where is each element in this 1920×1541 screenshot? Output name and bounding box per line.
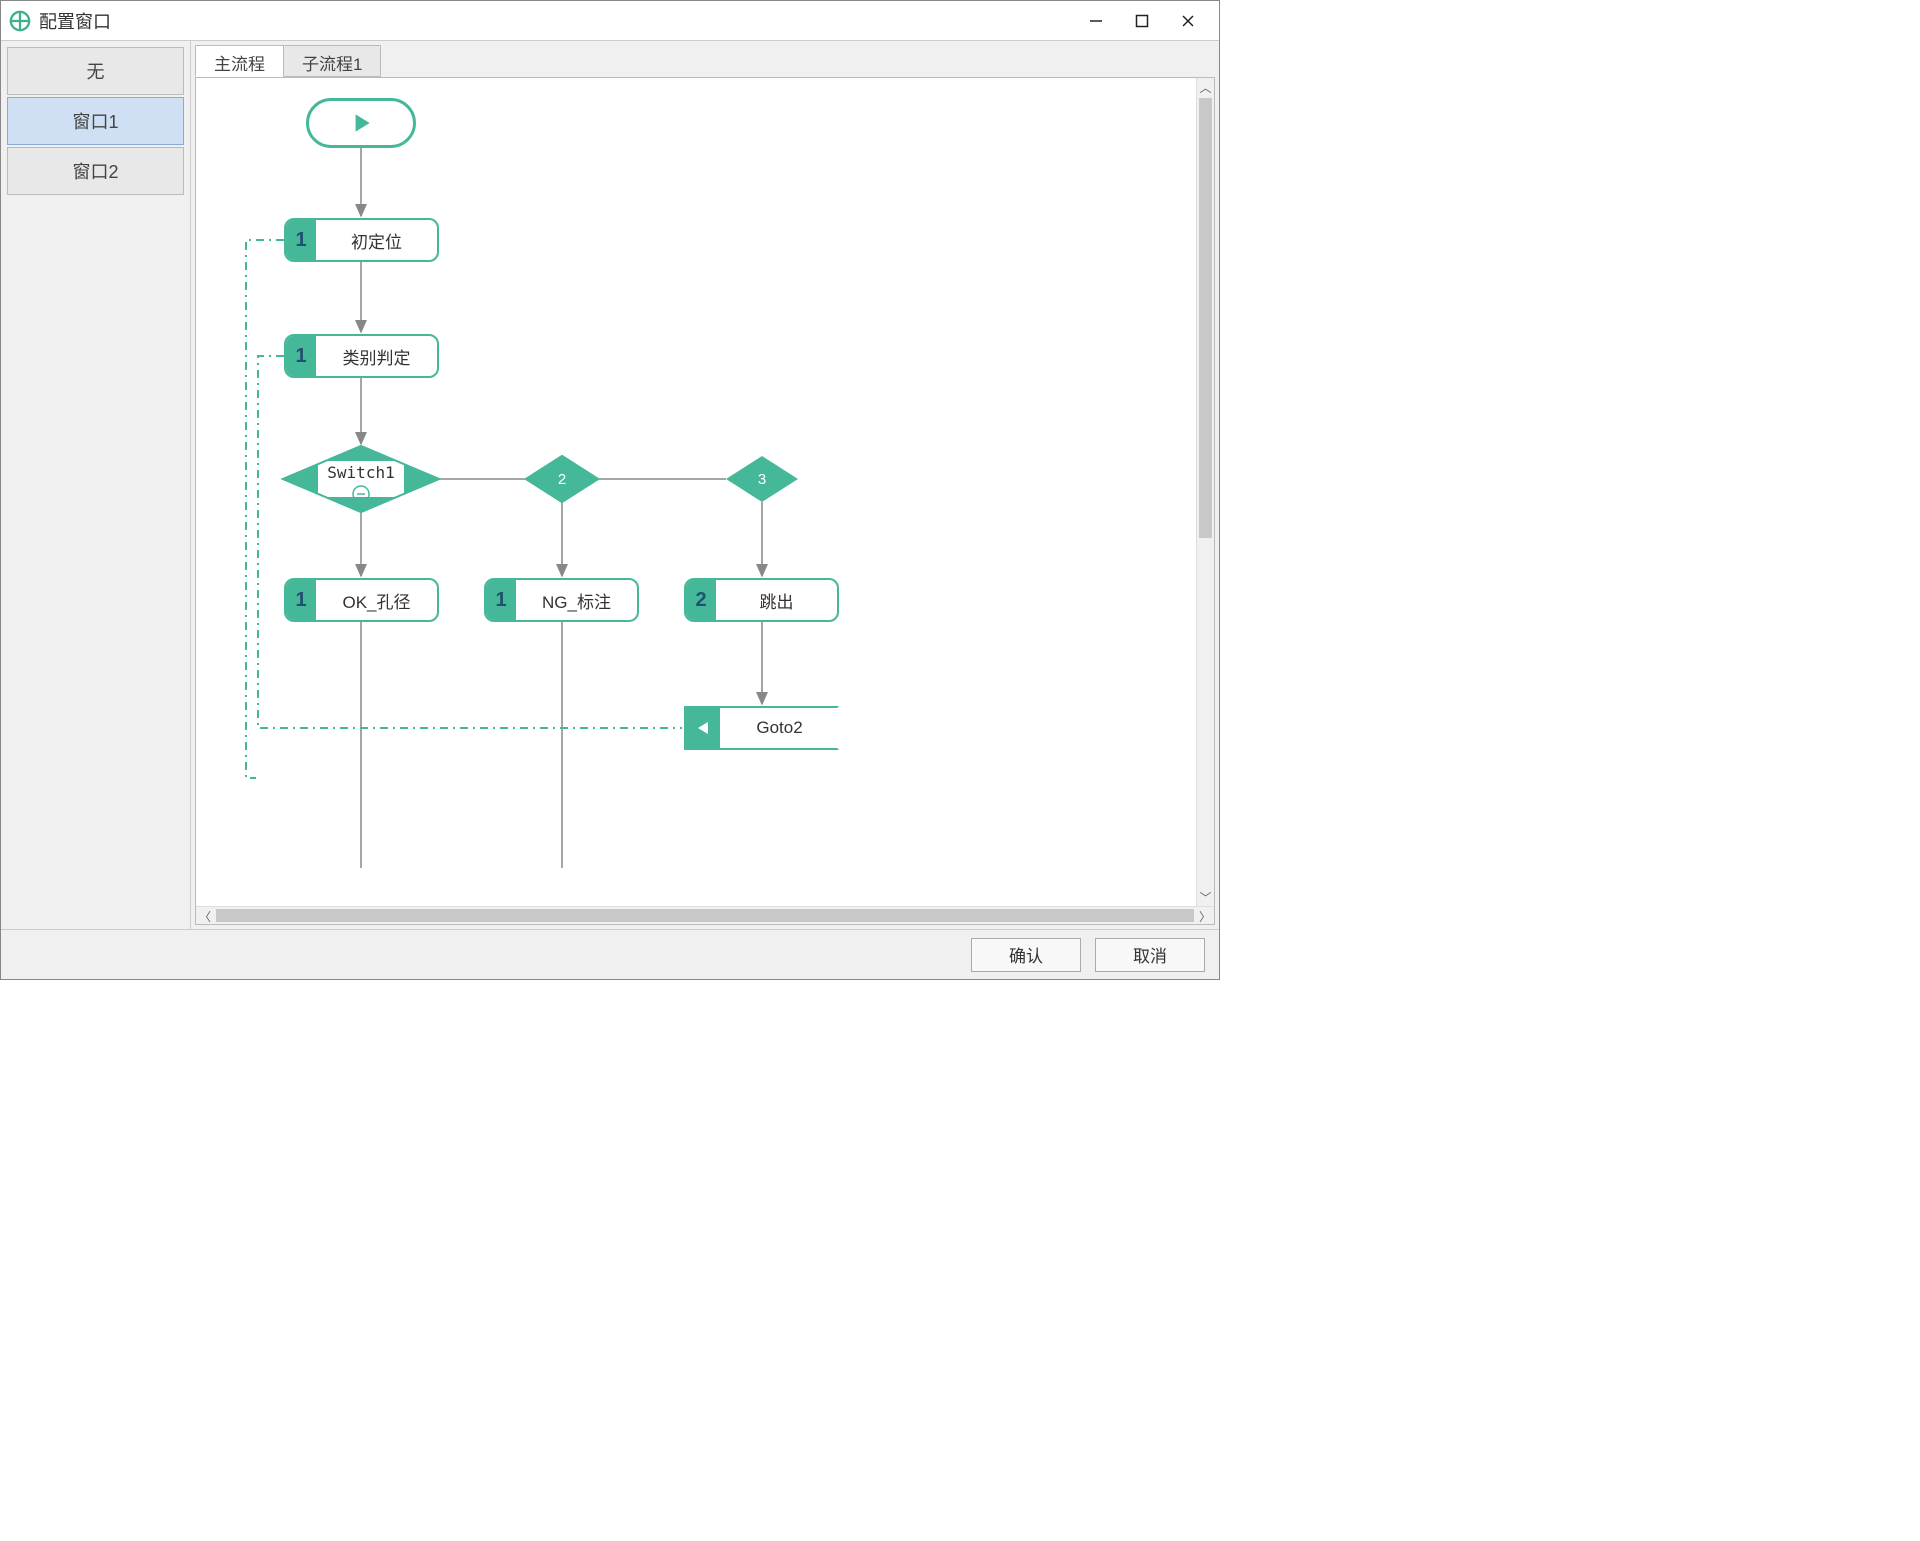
close-button[interactable] — [1165, 5, 1211, 37]
horizontal-scrollbar[interactable]: 〈 〉 — [196, 906, 1214, 924]
svg-text:Switch1: Switch1 — [327, 463, 394, 482]
node-exit[interactable]: 2 跳出 — [684, 578, 839, 622]
node-init-locate[interactable]: 1 初定位 — [284, 218, 439, 262]
tab-bar: 主流程 子流程1 — [195, 45, 1215, 77]
sidebar-item-window1[interactable]: 窗口1 — [7, 97, 184, 145]
node-label: Goto2 — [720, 718, 839, 738]
node-badge: 1 — [486, 580, 516, 620]
svg-text:2: 2 — [558, 471, 566, 487]
node-start[interactable] — [306, 98, 416, 148]
ok-button[interactable]: 确认 — [971, 938, 1081, 972]
node-label: OK_孔径 — [316, 588, 437, 613]
flowchart-decisions: 2 — [196, 78, 1214, 924]
sidebar-item-window2[interactable]: 窗口2 — [7, 147, 184, 195]
titlebar: 配置窗口 — [1, 1, 1219, 41]
maximize-button[interactable] — [1119, 5, 1165, 37]
play-icon — [348, 110, 374, 136]
sidebar: 无 窗口1 窗口2 — [1, 41, 191, 929]
svg-text:2: 2 — [558, 471, 566, 487]
node-goto2[interactable]: Goto2 — [684, 706, 839, 750]
goto-arrow-icon — [686, 708, 720, 748]
flowchart-decisions-clean: 2 3 Switch1 — [196, 78, 1214, 924]
window-controls — [1073, 5, 1211, 37]
scroll-up-icon[interactable]: ︿ — [1197, 78, 1214, 96]
svg-text:Switch1: Switch1 — [327, 463, 394, 482]
vertical-scrollbar[interactable]: ︿ ﹀ — [1196, 78, 1214, 906]
scroll-left-icon[interactable]: 〈 — [196, 907, 214, 925]
cancel-button[interactable]: 取消 — [1095, 938, 1205, 972]
node-badge: 1 — [286, 220, 316, 260]
node-label: 初定位 — [316, 228, 437, 253]
window-title: 配置窗口 — [39, 8, 1073, 34]
app-icon — [9, 10, 31, 32]
node-label: 跳出 — [716, 588, 837, 613]
node-label: 类别判定 — [316, 344, 437, 369]
sidebar-item-none[interactable]: 无 — [7, 47, 184, 95]
node-badge: 1 — [286, 336, 316, 376]
body: 无 窗口1 窗口2 主流程 子流程1 — [1, 41, 1219, 929]
main-panel: 主流程 子流程1 — [191, 41, 1219, 929]
tab-sub-flow1[interactable]: 子流程1 — [283, 45, 381, 77]
scroll-down-icon[interactable]: ﹀ — [1197, 888, 1214, 906]
node-badge: 2 — [686, 580, 716, 620]
node-ok-aperture[interactable]: 1 OK_孔径 — [284, 578, 439, 622]
node-ng-mark[interactable]: 1 NG_标注 — [484, 578, 639, 622]
scroll-right-icon[interactable]: 〉 — [1196, 907, 1214, 925]
config-window: 配置窗口 无 窗口1 窗口2 主流程 子流程1 — [0, 0, 1220, 980]
svg-text:2: 2 — [558, 471, 566, 488]
flowchart-canvas[interactable]: Switch1 — [196, 78, 1214, 924]
minimize-button[interactable] — [1073, 5, 1119, 37]
flowchart-links: Switch1 — [196, 78, 1214, 924]
svg-text:3: 3 — [758, 471, 766, 488]
node-category-judge[interactable]: 1 类别判定 — [284, 334, 439, 378]
canvas-container: Switch1 — [195, 77, 1215, 925]
tab-main-flow[interactable]: 主流程 — [195, 45, 284, 77]
scroll-thumb[interactable] — [216, 909, 1194, 922]
node-label: NG_标注 — [516, 588, 637, 613]
scroll-thumb[interactable] — [1199, 98, 1212, 538]
footer: 确认 取消 — [1, 929, 1219, 979]
node-badge: 1 — [286, 580, 316, 620]
